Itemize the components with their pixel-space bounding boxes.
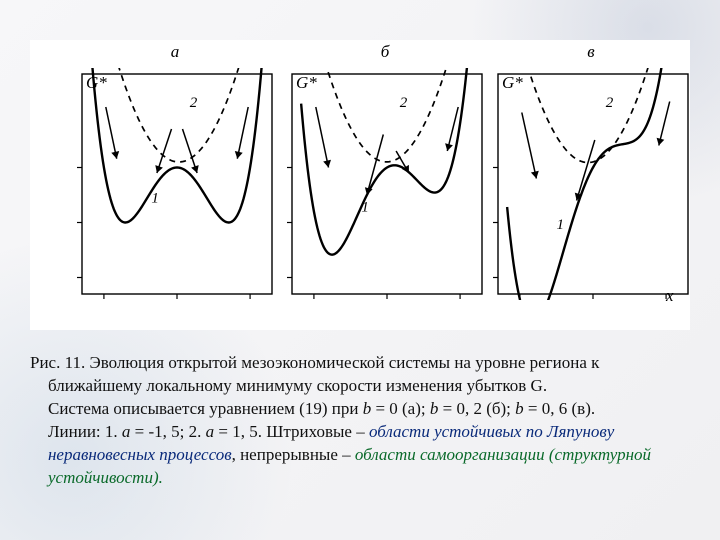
caption-ln1: Рис. 11. Эволюция открытой мезоэкономиче… xyxy=(30,353,599,372)
caption-ln3a: Система описывается уравнением (19) при xyxy=(48,399,363,418)
caption-ln4e: = 1, 5. Штриховые – xyxy=(214,422,369,441)
figure-container: а б в x −1−0,50−202G*12 −202G*12 −202G*1… xyxy=(30,40,690,330)
svg-text:G*: G* xyxy=(86,73,107,92)
svg-text:1: 1 xyxy=(556,217,564,233)
svg-text:2: 2 xyxy=(606,95,614,111)
chart-svg: −1−0,50−202G*12 xyxy=(74,68,276,300)
figure-caption: Рис. 11. Эволюция открытой мезоэкономиче… xyxy=(30,352,690,490)
panel-title-b: б xyxy=(284,42,486,62)
svg-text:2: 2 xyxy=(400,95,408,111)
caption-ln4c: = -1, 5; 2. xyxy=(130,422,205,441)
caption-ln4a: Линии: 1. xyxy=(48,422,122,441)
svg-text:G*: G* xyxy=(502,73,523,92)
chart-svg: −202G*12 xyxy=(284,68,486,300)
panel-title-a: а xyxy=(74,42,276,62)
series-dashed xyxy=(325,68,460,162)
caption-ln3e: = 0, 2 (б); xyxy=(438,399,515,418)
panel-title-v: в xyxy=(490,42,692,62)
svg-text:1: 1 xyxy=(151,191,159,207)
chart-panel-v: −202G*12 xyxy=(490,68,692,300)
caption-sym-a2: a xyxy=(206,422,215,441)
series-dashed xyxy=(115,68,250,162)
series-dashed xyxy=(531,68,666,163)
caption-ln3c: = 0 (а); xyxy=(371,399,430,418)
caption-ln3g: = 0, 6 (в). xyxy=(524,399,595,418)
caption-sym-b3: b xyxy=(515,399,524,418)
caption-sym-b1: b xyxy=(363,399,372,418)
chart-svg: −202G*12 xyxy=(490,68,692,300)
caption-ln2: ближайшему локальному минимуму скорости … xyxy=(48,376,547,395)
chart-panel-b: −202G*12 xyxy=(284,68,486,300)
series-solid xyxy=(507,68,679,300)
chart-panel-a: −1−0,50−202G*12 xyxy=(74,68,276,300)
series-solid xyxy=(91,68,263,223)
svg-text:G*: G* xyxy=(296,73,317,92)
caption-ln5a: , непрерывные – xyxy=(232,445,355,464)
svg-text:1: 1 xyxy=(361,200,369,216)
svg-text:2: 2 xyxy=(190,95,198,111)
